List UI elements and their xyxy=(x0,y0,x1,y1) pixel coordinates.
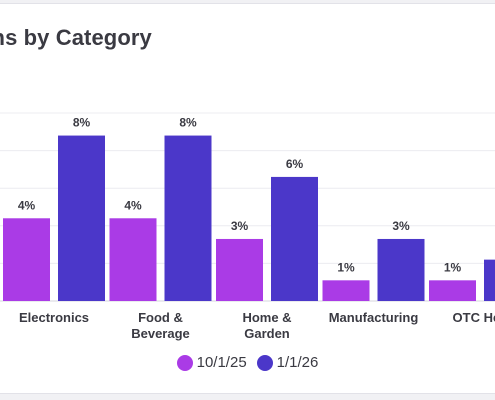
legend-label: 10/1/25 xyxy=(196,354,247,371)
bar-series-2[interactable] xyxy=(164,135,212,301)
x-tick-label: Garden xyxy=(244,326,290,341)
legend-item-series-1[interactable]: 10/1/25 xyxy=(176,354,247,371)
legend-item-series-2[interactable]: 1/1/26 xyxy=(256,354,319,371)
bar-data-label: 8% xyxy=(73,116,91,130)
legend-label: 1/1/26 xyxy=(276,354,319,371)
bar-data-label: 4% xyxy=(124,198,142,212)
bar-series-1[interactable] xyxy=(109,218,157,301)
legend-swatch xyxy=(256,354,273,371)
bar-data-label: 4% xyxy=(18,198,36,212)
bar-data-label: 1% xyxy=(444,260,462,274)
bar-data-label: 3% xyxy=(231,219,249,233)
bar-data-label: 1% xyxy=(337,260,355,274)
bar-series-2[interactable] xyxy=(377,238,425,301)
bar-data-label: 8% xyxy=(179,116,197,130)
x-tick-label: OTC Hea xyxy=(453,310,495,325)
bar-series-1[interactable] xyxy=(216,238,263,301)
bar-series-2[interactable] xyxy=(271,176,318,301)
x-tick-label: Electronics xyxy=(19,310,89,325)
chart-legend: 10/1/25 1/1/26 xyxy=(0,354,495,371)
chart-title: ons by Category xyxy=(0,25,152,50)
x-tick-label: Beverage xyxy=(131,326,190,341)
bar-data-label: 3% xyxy=(392,219,410,233)
bar-series-1[interactable] xyxy=(3,218,50,301)
x-tick-label: Home & xyxy=(242,310,291,325)
bar-series-1[interactable] xyxy=(429,280,476,301)
legend-swatch xyxy=(176,354,193,371)
bar-series-2[interactable] xyxy=(484,259,495,301)
bar-series-1[interactable] xyxy=(322,280,370,301)
x-tick-label: Food & xyxy=(138,310,183,325)
bar-series-2[interactable] xyxy=(58,135,105,301)
x-tick-label: Manufacturing xyxy=(329,310,419,325)
bar-data-label: 6% xyxy=(286,157,304,171)
